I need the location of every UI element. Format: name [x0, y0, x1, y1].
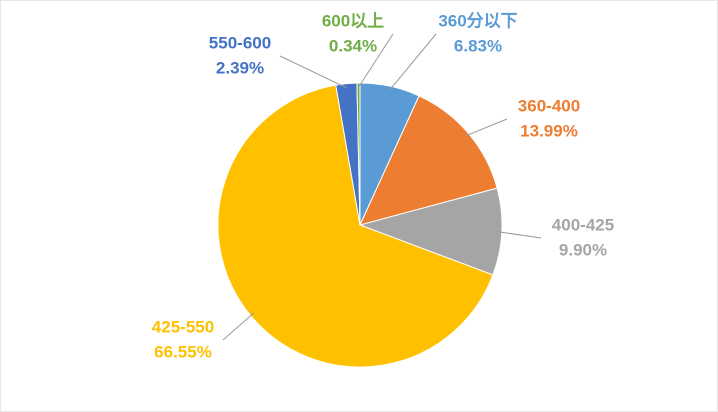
value-label: 66.55% — [154, 342, 212, 361]
value-label: 9.90% — [559, 240, 607, 259]
category-label: 600以上 — [322, 11, 384, 30]
leader-line — [497, 231, 542, 239]
leader-line — [388, 33, 437, 91]
leader-line — [222, 312, 255, 341]
leader-line — [358, 33, 394, 88]
value-label: 13.99% — [520, 121, 578, 140]
category-label: 550-600 — [209, 33, 271, 52]
category-label: 360分以下 — [438, 11, 517, 30]
category-label: 425-550 — [152, 317, 214, 336]
value-label: 0.34% — [329, 36, 377, 55]
leader-line — [279, 55, 347, 89]
category-label: 360-400 — [518, 96, 580, 115]
pie-slice — [359, 95, 498, 226]
leader-line — [464, 118, 508, 137]
category-label: 400-425 — [552, 215, 614, 234]
pie-slice — [356, 82, 361, 226]
value-label: 6.83% — [454, 36, 502, 55]
value-label: 2.39% — [216, 58, 264, 77]
